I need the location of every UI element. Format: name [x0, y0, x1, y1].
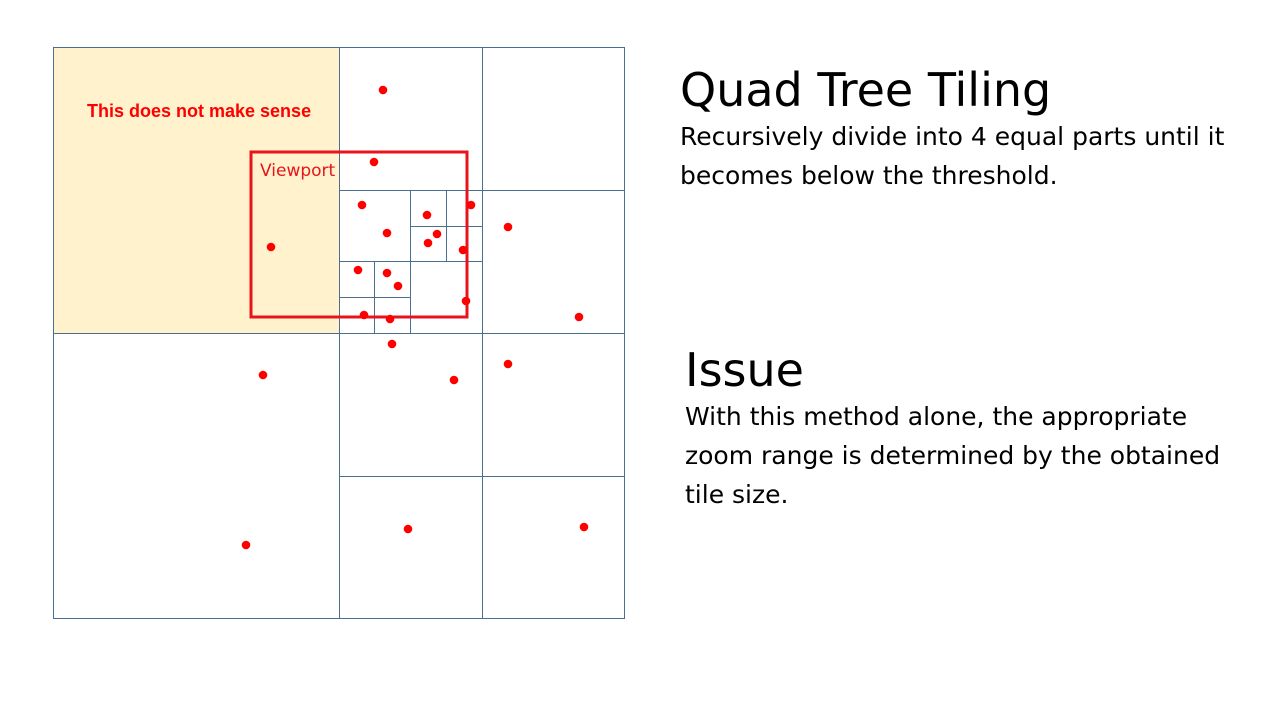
data-point — [458, 245, 468, 255]
data-point — [574, 312, 584, 322]
data-points — [241, 85, 589, 550]
data-point — [369, 157, 379, 167]
issue-title: Issue — [685, 343, 804, 397]
data-point — [382, 268, 392, 278]
data-point — [359, 310, 369, 320]
issue-block: Issue With this method alone, the approp… — [685, 343, 1245, 514]
data-point — [382, 228, 392, 238]
data-point — [449, 375, 459, 385]
data-point — [387, 339, 397, 349]
issue-text: With this method alone, the appropriate … — [685, 402, 1221, 509]
data-point — [266, 242, 276, 252]
viewport-label: Viewport — [260, 161, 336, 181]
data-point — [466, 200, 476, 210]
data-point — [385, 314, 395, 324]
data-point — [503, 359, 513, 369]
highlighted-tile — [54, 48, 340, 334]
data-point — [461, 296, 471, 306]
quadtree-grid — [53, 47, 625, 619]
data-point — [403, 524, 413, 534]
data-point — [241, 540, 251, 550]
data-point — [378, 85, 388, 95]
annotation-label: This does not make sense — [87, 101, 311, 121]
data-point — [503, 222, 513, 232]
data-point — [422, 210, 432, 220]
data-point — [579, 522, 589, 532]
data-point — [353, 265, 363, 275]
title-block: Quad Tree Tiling Recursively divide into… — [680, 63, 1260, 195]
data-point — [258, 370, 268, 380]
slide-description: Recursively divide into 4 equal parts un… — [680, 122, 1225, 190]
data-point — [423, 238, 433, 248]
slide-title: Quad Tree Tiling — [680, 63, 1052, 117]
viewport-rect — [249, 150, 469, 319]
data-point — [432, 229, 442, 239]
data-point — [357, 200, 367, 210]
data-point — [393, 281, 403, 291]
